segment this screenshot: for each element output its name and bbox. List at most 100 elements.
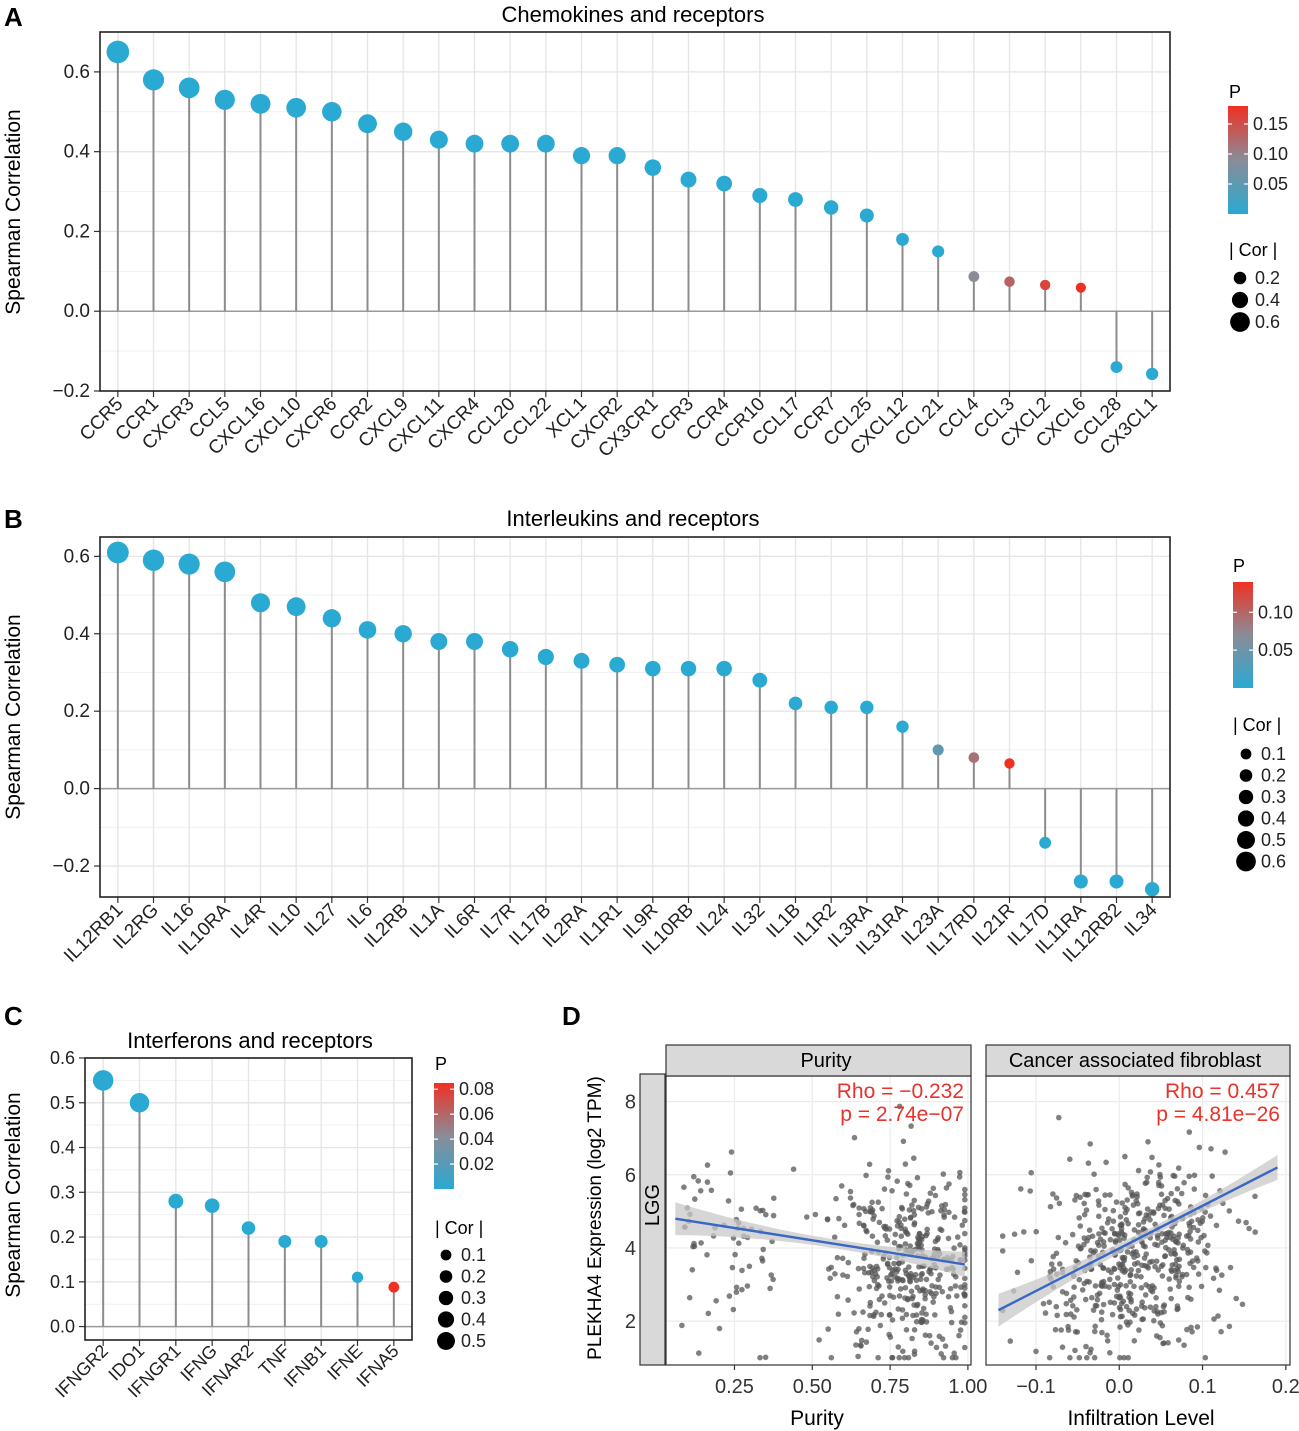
chart-d-facet-2-point	[1092, 1328, 1098, 1335]
chart-d-facet-1-point	[938, 1207, 944, 1214]
chart-d-facet-1-point	[927, 1289, 933, 1295]
chart-d-facet-1-point	[882, 1233, 889, 1239]
chart-d-facet-1-point	[739, 1267, 745, 1274]
chart-a-point-ccl20	[501, 134, 520, 153]
chart-d-facet-2-point	[1104, 1332, 1110, 1339]
chart-d-facet-2-point	[1088, 1247, 1094, 1254]
chart-d-facet-1-point	[915, 1241, 922, 1248]
chart-d-facet-1-point	[902, 1226, 908, 1232]
chart-d-facet-1-point	[759, 1255, 765, 1262]
chart-d-facet-1-point	[962, 1275, 968, 1282]
legend-c-size-dot	[439, 1270, 453, 1283]
chart-d-facet-1-point	[956, 1332, 962, 1339]
chart-d-facet-2-point	[1097, 1236, 1104, 1242]
chart-d-facet-1-point	[804, 1214, 810, 1220]
chart-c-point-ifnb1	[314, 1235, 328, 1249]
chart-d-facet-2-point	[1096, 1202, 1102, 1208]
chart-d-facet-1-point	[962, 1314, 968, 1321]
chart-d-facet-2-point	[1117, 1293, 1123, 1299]
chart-b-category-label-il32: IL32	[728, 900, 769, 941]
chart-d-facet-1-point	[962, 1303, 968, 1309]
chart-d-facet-1-point	[919, 1310, 925, 1316]
chart-d-facet-2-point	[1082, 1296, 1089, 1303]
legend-b-size-dot	[1238, 789, 1254, 805]
chart-d-facet-2-point	[1130, 1202, 1137, 1208]
chart-d-facet-2-point	[1104, 1338, 1111, 1344]
chart-d-facet-2-point	[1071, 1314, 1077, 1320]
chart-a-point-cxcl11	[429, 130, 448, 149]
chart-c-ytick-label: 0.5	[50, 1093, 75, 1113]
chart-c-point-ido1	[129, 1093, 150, 1113]
chart-b-point-il10	[286, 597, 306, 617]
chart-d-facet-2-point	[1185, 1250, 1191, 1256]
chart-a-point-ccr2	[358, 114, 377, 134]
chart-d-facet-2-point	[1175, 1337, 1182, 1343]
chart-d-facet-2-point	[1210, 1275, 1217, 1282]
chart-d-facet-1-point	[954, 1293, 960, 1299]
chart-d-facet-1-point	[877, 1322, 884, 1329]
chart-d-facet-1-point	[946, 1209, 952, 1216]
chart-d-facet-2-point	[1252, 1229, 1258, 1235]
chart-d-facet-1-point	[897, 1286, 904, 1292]
chart-a-point-ccl22	[536, 134, 555, 153]
chart-d-facet-2-point	[1165, 1340, 1171, 1346]
chart-d-facet-2-point	[1175, 1305, 1181, 1312]
chart-d-facet-1-point	[913, 1277, 920, 1284]
chart-d-facet-2-point	[1117, 1354, 1123, 1361]
chart-d-facet-2-point	[1218, 1328, 1224, 1335]
chart-d-facet-2-point	[1147, 1217, 1153, 1223]
chart-d-facet-1-point	[884, 1275, 890, 1281]
chart-b-point-il24	[716, 660, 732, 677]
chart-d-facet-1-point	[922, 1332, 929, 1338]
chart-d-facet-2-point	[1213, 1267, 1220, 1274]
chart-d-facet-2-point	[1125, 1220, 1131, 1227]
chart-d-facet-1-point	[856, 1205, 862, 1211]
chart-d-facet-2-point	[1070, 1303, 1076, 1309]
legend-a-p-tick-label: 0.15	[1253, 114, 1288, 134]
chart-d-facet-2-point	[1124, 1249, 1131, 1255]
chart-d-facet-2-point	[1153, 1303, 1159, 1310]
chart-d-facet-2-point	[1083, 1343, 1089, 1350]
chart-b-point-il34	[1144, 882, 1160, 897]
chart-a-ytick-label: 0.0	[64, 301, 90, 322]
chart-c-point-ifna5	[388, 1281, 400, 1293]
chart-d-facet-2-point	[1172, 1197, 1178, 1204]
legend-c-size-dot	[437, 1311, 455, 1328]
chart-b-point-il21r	[1004, 758, 1015, 769]
chart-d-facet-1-point	[948, 1308, 955, 1315]
chart-d-facet-2-point	[1208, 1146, 1214, 1152]
chart-d-facet-2-point	[1176, 1201, 1182, 1207]
legend-c-size-label: 0.1	[461, 1245, 486, 1265]
chart-d-facet-1-point	[896, 1219, 902, 1225]
chart-d-facet-2-point	[1184, 1326, 1190, 1333]
chart-d-facet-2-point	[1139, 1299, 1145, 1305]
chart-c-point-ifng	[204, 1198, 220, 1214]
chart-d-facet-2-point	[1071, 1284, 1077, 1290]
chart-d-facet-1-point	[953, 1354, 959, 1361]
chart-d-facet-2-point	[1186, 1284, 1192, 1291]
chart-d-facet-2-point	[1160, 1262, 1166, 1268]
chart-d-facet-2-point	[1170, 1172, 1176, 1179]
legend-b-size-dot	[1240, 748, 1252, 760]
chart-d-facet-1-point	[938, 1227, 945, 1234]
chart-d-facet-1-point	[924, 1226, 930, 1233]
chart-d-facet-2-point	[1093, 1303, 1100, 1309]
chart-d-facet-2-point	[1056, 1114, 1062, 1121]
chart-c-ytick-label: 0.4	[50, 1138, 75, 1158]
chart-d-facet-1-point	[863, 1172, 869, 1179]
chart-d-rho-purity: Rho = −0.232	[837, 1080, 964, 1103]
chart-d-facet-2-point	[1148, 1287, 1154, 1293]
legend-b-size-label: 0.2	[1261, 766, 1286, 786]
chart-d-facet-2-point	[1139, 1316, 1145, 1323]
chart-d-facet-1-point	[865, 1326, 871, 1333]
chart-d-facet-1-point	[908, 1123, 914, 1129]
chart-d-facet-1-point	[959, 1222, 966, 1228]
chart-d-facet-1-point	[896, 1213, 903, 1220]
chart-d-facet-2-point	[1138, 1285, 1145, 1291]
chart-a-point-ccl28	[1110, 361, 1123, 374]
chart-d-facet-1-point	[871, 1312, 877, 1318]
chart-b-category-label-il6r: IL6R	[441, 900, 484, 943]
chart-a-point-xcl1	[572, 147, 591, 165]
chart-d-facet-1-point	[844, 1273, 851, 1280]
chart-d-facet-1-point	[698, 1240, 704, 1246]
